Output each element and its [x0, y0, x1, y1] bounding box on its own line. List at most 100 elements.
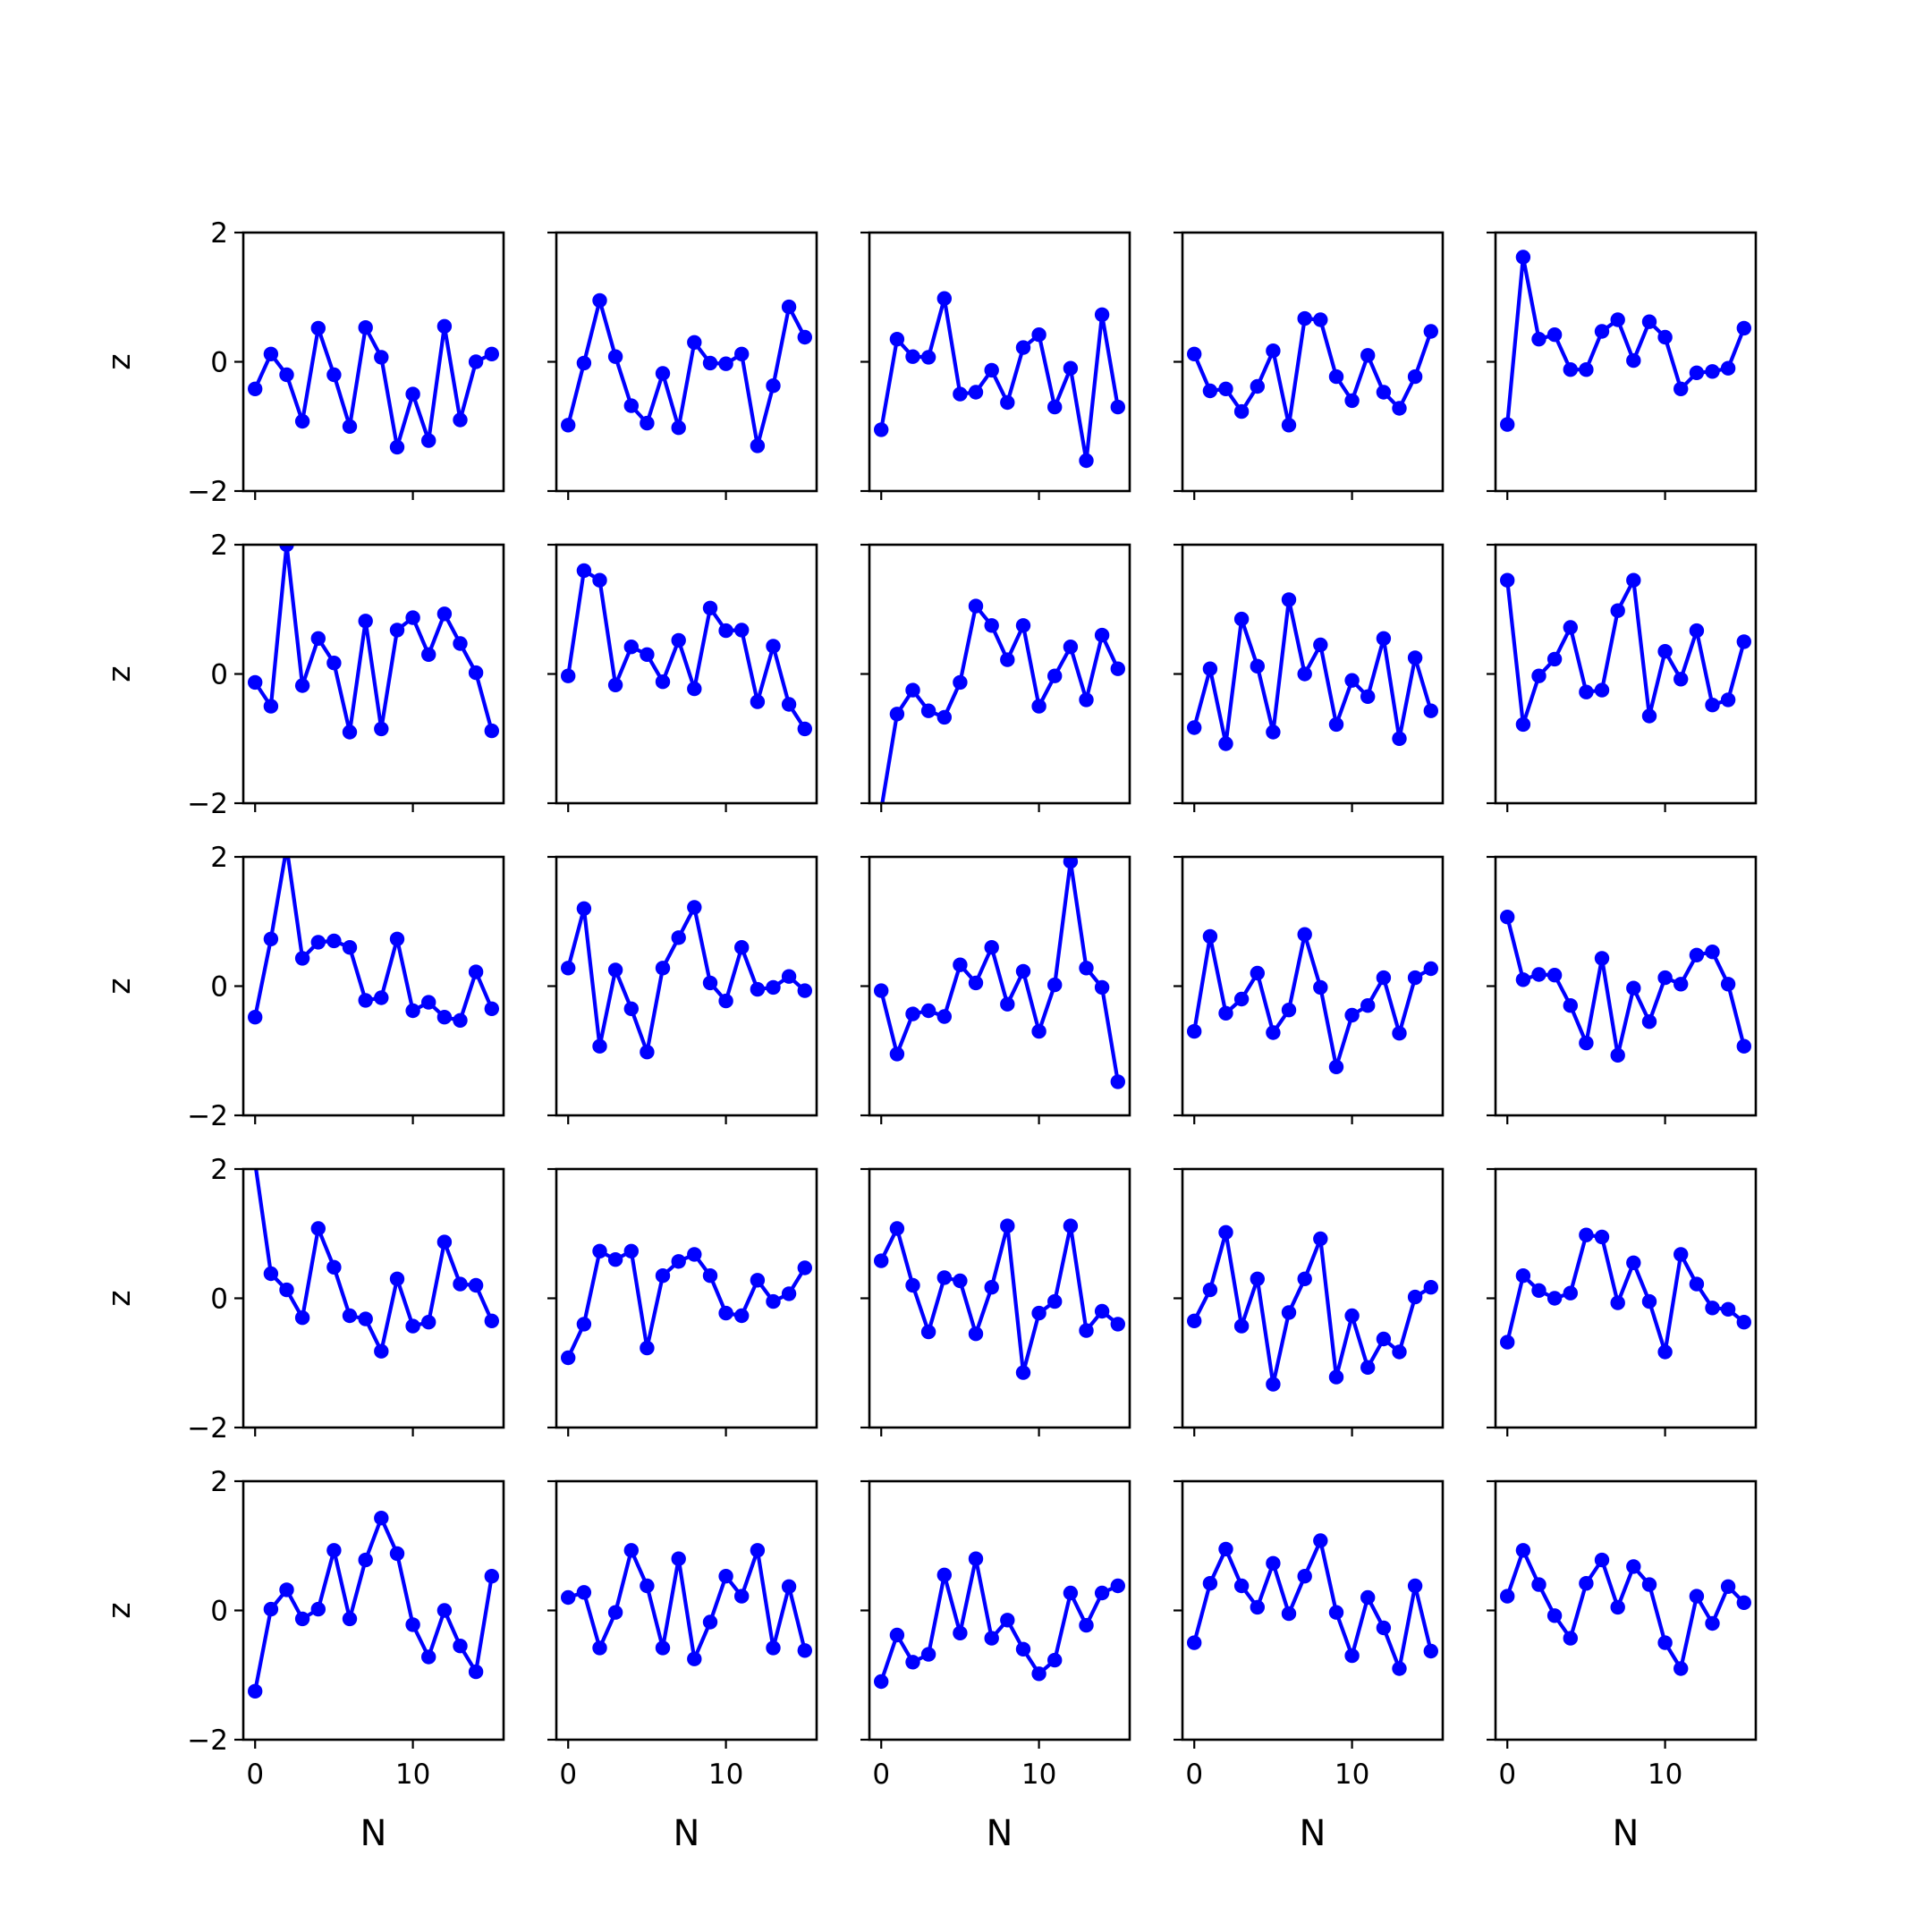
data-point [1202, 1282, 1218, 1298]
data-point [1015, 963, 1031, 979]
data-point [421, 1649, 436, 1665]
data-point [1233, 403, 1250, 419]
data-point [1500, 1589, 1515, 1604]
data-point [1281, 1003, 1297, 1018]
data-point [248, 381, 263, 396]
data-point [453, 1276, 468, 1292]
data-point [1689, 1589, 1705, 1604]
data-point [905, 1277, 920, 1293]
data-point [1392, 1344, 1407, 1360]
data-point [655, 961, 671, 976]
data-point [968, 598, 984, 614]
data-point [1218, 1005, 1233, 1021]
data-point [1563, 1631, 1579, 1646]
data-point [1641, 314, 1657, 329]
data-point [1250, 1599, 1266, 1615]
y-tick-label: 2 [210, 530, 228, 562]
data-point [1376, 1620, 1392, 1636]
data-point [1626, 1255, 1641, 1271]
data-point [1360, 1589, 1376, 1606]
data-point [1579, 1227, 1594, 1242]
data-point [1094, 979, 1110, 996]
series-group [1500, 572, 1752, 733]
data-point [251, 1169, 259, 1170]
data-point [1641, 1014, 1657, 1030]
data-point [905, 349, 920, 364]
series-line [253, 857, 494, 1022]
data-point [1407, 369, 1423, 385]
data-point [342, 419, 358, 434]
data-point [1376, 1331, 1392, 1347]
data-point [263, 931, 279, 947]
data-point [358, 614, 373, 629]
subplot-5-2: 0 10N [547, 1479, 818, 1854]
data-point [718, 623, 733, 639]
data-point [1736, 1315, 1752, 1330]
data-point [592, 1243, 607, 1259]
data-point [279, 840, 293, 854]
data-point [1187, 1023, 1202, 1039]
data-point [797, 1643, 812, 1658]
y-tick-label: 2 [210, 1154, 228, 1186]
axes-frame [242, 1479, 505, 1741]
y-tick-label: −2 [187, 788, 228, 820]
series-group [1187, 927, 1439, 1075]
y-tick-label: 0 [210, 1284, 228, 1316]
data-point [936, 1567, 953, 1583]
series-group [1500, 1227, 1752, 1360]
y-tick-label: 2 [210, 1466, 228, 1498]
data-point [1657, 970, 1673, 986]
data-point [905, 682, 920, 698]
data-point [1594, 951, 1610, 966]
data-point [1031, 1305, 1046, 1321]
data-point [1563, 362, 1579, 377]
subplot-4-2 [547, 1167, 818, 1436]
data-point [623, 640, 639, 655]
data-point [310, 935, 326, 950]
data-point [687, 1651, 702, 1666]
data-point [1407, 650, 1423, 665]
series-line [566, 905, 807, 1055]
data-point [623, 398, 639, 413]
data-point [374, 1343, 389, 1359]
x-tick-label: 10 [395, 1758, 430, 1791]
series-line [879, 859, 1120, 1082]
data-point [1579, 684, 1594, 699]
data-point [1281, 1305, 1297, 1320]
data-point [1689, 623, 1705, 639]
data-point [576, 1585, 592, 1600]
data-point [436, 606, 453, 622]
data-point [1110, 399, 1126, 415]
data-point [1015, 1641, 1031, 1657]
subplot-2-2 [547, 543, 818, 812]
subplot-2-5 [1487, 543, 1758, 812]
data-point [718, 1305, 733, 1321]
subplot-4-5 [1487, 1167, 1758, 1436]
data-point [1110, 1578, 1126, 1594]
data-point [655, 366, 671, 381]
data-point [1063, 1218, 1079, 1233]
data-point [310, 631, 326, 646]
data-point [279, 367, 294, 383]
x-tick-label: 0 [559, 1758, 577, 1791]
data-point [1202, 1576, 1218, 1591]
data-point [623, 1001, 639, 1017]
data-point [468, 964, 484, 979]
series-group [1187, 310, 1439, 433]
data-point [389, 623, 405, 638]
data-point [1079, 692, 1094, 708]
data-point [1705, 364, 1720, 379]
x-tick-label: 10 [1021, 1758, 1056, 1791]
subplot-1-3 [860, 231, 1131, 500]
data-point [1079, 1617, 1094, 1633]
data-point [1079, 453, 1094, 469]
data-point [1657, 644, 1673, 659]
data-point [1392, 1026, 1407, 1041]
data-point [953, 1273, 968, 1289]
data-point [374, 350, 389, 365]
series-group [251, 1169, 499, 1359]
data-point [1423, 1643, 1439, 1659]
series-group [874, 291, 1126, 469]
data-point [1531, 668, 1546, 683]
data-point [294, 1310, 310, 1326]
